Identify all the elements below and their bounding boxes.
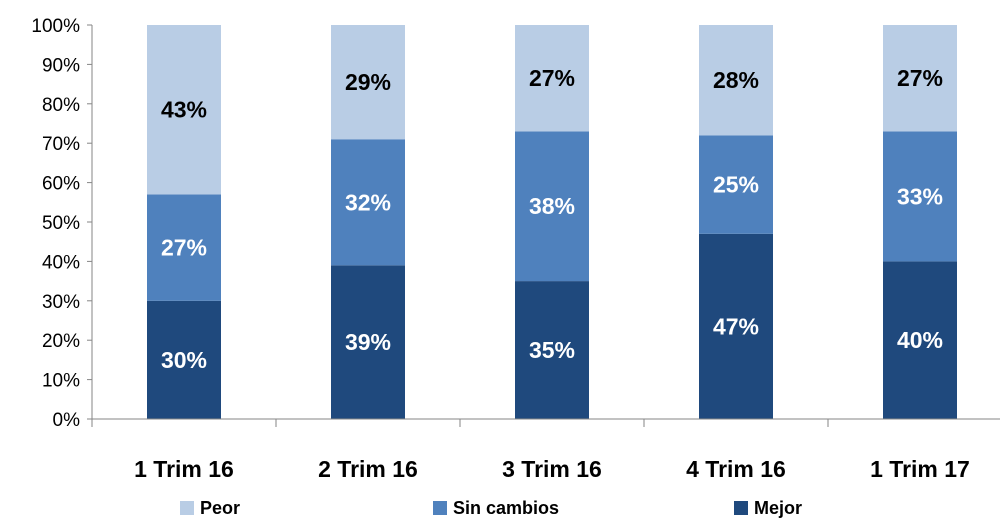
- y-tick-label: 100%: [31, 16, 80, 37]
- y-tick-label: 80%: [42, 95, 80, 116]
- category-label: 4 Trim 16: [686, 456, 786, 482]
- data-label: 39%: [345, 329, 391, 355]
- data-label: 27%: [897, 65, 943, 91]
- legend-item-mejor: Mejor: [734, 498, 802, 518]
- data-label: 35%: [529, 337, 575, 363]
- legend-item-sin-cambios: Sin cambios: [433, 498, 559, 518]
- y-tick-label: 60%: [42, 174, 80, 195]
- data-label: 29%: [345, 69, 391, 95]
- data-label: 32%: [345, 189, 391, 215]
- y-tick-label: 90%: [42, 55, 80, 76]
- data-label: 25%: [713, 172, 759, 198]
- legend-swatch: [433, 501, 447, 515]
- data-label: 28%: [713, 67, 759, 93]
- y-tick-label: 50%: [42, 213, 80, 234]
- data-label: 43%: [161, 97, 207, 123]
- legend-item-peor: Peor: [180, 498, 240, 518]
- legend-swatch: [180, 501, 194, 515]
- legend-label: Peor: [200, 498, 240, 518]
- category-label: 2 Trim 16: [318, 456, 418, 482]
- category-label: 1 Trim 16: [134, 456, 234, 482]
- data-label: 40%: [897, 327, 943, 353]
- bars-layer: 30% 27% 43% 39% 32% 29% 35% 38% 27% 47% 25% 28% 40% 3…: [147, 25, 957, 419]
- y-tick-label: 0%: [53, 410, 81, 431]
- y-tick-label: 10%: [42, 371, 80, 392]
- legend-label: Sin cambios: [453, 498, 559, 518]
- data-label: 47%: [713, 313, 759, 339]
- y-tick-label: 20%: [42, 331, 80, 352]
- data-label: 27%: [529, 65, 575, 91]
- legend: Peor Sin cambios Mejor: [180, 498, 802, 518]
- data-label: 33%: [897, 183, 943, 209]
- category-label: 1 Trim 17: [870, 456, 970, 482]
- data-label: 38%: [529, 193, 575, 219]
- y-tick-label: 30%: [42, 292, 80, 313]
- y-tick-label: 40%: [42, 252, 80, 273]
- data-label: 27%: [161, 235, 207, 261]
- data-label: 30%: [161, 347, 207, 373]
- y-tick-label: 70%: [42, 134, 80, 155]
- legend-swatch: [734, 501, 748, 515]
- category-label: 3 Trim 16: [502, 456, 602, 482]
- legend-label: Mejor: [754, 498, 802, 518]
